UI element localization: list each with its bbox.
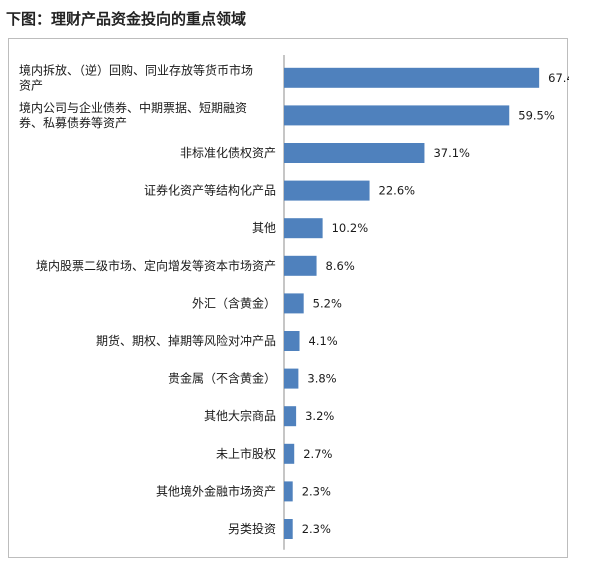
bar-2 xyxy=(284,105,510,126)
category-label-4: 证券化资产等结构化产品 xyxy=(144,183,276,198)
category-label-11-line-1: 未上市股权 xyxy=(216,446,276,461)
category-label-8: 期货、期权、掉期等风险对冲产品 xyxy=(96,333,276,348)
bar-11 xyxy=(284,443,295,464)
value-label-2: 59.5% xyxy=(518,108,555,122)
category-label-2-line-2: 券、私募债券等资产 xyxy=(19,115,127,130)
category-label-3: 非标准化债权资产 xyxy=(180,146,276,160)
category-label-6: 境内股票二级市场、定向增发等资本市场资产 xyxy=(36,258,276,273)
category-label-3-line-1: 非标准化债权资产 xyxy=(180,146,276,160)
bar-1 xyxy=(284,67,540,88)
value-label-9: 3.8% xyxy=(307,372,336,386)
category-label-5-line-1: 其他 xyxy=(252,221,276,235)
category-label-13: 另类投资 xyxy=(228,521,276,536)
category-label-9-line-1: 贵金属（不含黄金） xyxy=(168,371,276,386)
category-label-7: 外汇（含黄金） xyxy=(192,295,276,310)
category-label-7-line-1: 外汇（含黄金） xyxy=(192,295,276,310)
value-label-13: 2.3% xyxy=(302,522,331,536)
value-label-10: 3.2% xyxy=(305,409,334,423)
bar-5 xyxy=(284,218,323,239)
value-label-8: 4.1% xyxy=(309,334,338,348)
category-label-10-line-1: 其他大宗商品 xyxy=(204,408,276,423)
category-label-13-line-1: 另类投资 xyxy=(228,521,276,536)
category-label-11: 未上市股权 xyxy=(216,446,276,461)
category-label-6-line-1: 境内股票二级市场、定向增发等资本市场资产 xyxy=(36,258,276,273)
value-label-6: 8.6% xyxy=(326,259,355,273)
category-label-2-line-1: 境内公司与企业债券、中期票据、短期融资 xyxy=(19,100,247,115)
bar-8 xyxy=(284,331,300,351)
bar-3 xyxy=(284,143,425,163)
category-label-9: 贵金属（不含黄金） xyxy=(168,371,276,386)
category-label-1: 境内拆放、（逆）回购、同业存放等货币市场资产 xyxy=(19,62,253,92)
category-label-10: 其他大宗商品 xyxy=(204,408,276,423)
value-label-11: 2.7% xyxy=(303,447,332,461)
bar-12 xyxy=(284,481,293,502)
bar-9 xyxy=(284,368,299,389)
bar-7 xyxy=(284,293,304,314)
value-label-12: 2.3% xyxy=(302,484,331,498)
category-label-12-line-1: 其他境外金融市场资产 xyxy=(156,483,276,498)
category-label-2: 境内公司与企业债券、中期票据、短期融资券、私募债券等资产 xyxy=(19,100,247,130)
category-label-1-line-1: 境内拆放、（逆）回购、同业存放等货币市场 xyxy=(19,62,253,77)
bar-6 xyxy=(284,255,317,276)
chart-frame: 67.4% 境内拆放、（逆）回购、同业存放等货币市场资产 59.5% 境内公司与企业债… xyxy=(8,38,569,558)
bar-4 xyxy=(284,180,370,201)
value-label-3: 37.1% xyxy=(433,146,470,160)
category-label-1-line-2: 资产 xyxy=(19,78,43,92)
category-label-12: 其他境外金融市场资产 xyxy=(156,483,276,498)
category-label-5: 其他 xyxy=(252,221,276,235)
bar-10 xyxy=(284,406,297,427)
bar-13 xyxy=(284,519,293,539)
value-label-4: 22.6% xyxy=(379,184,416,198)
value-label-5: 10.2% xyxy=(332,221,369,235)
category-label-4-line-1: 证券化资产等结构化产品 xyxy=(144,183,276,198)
value-label-1: 67.4% xyxy=(548,71,569,85)
value-label-7: 5.2% xyxy=(313,296,342,310)
category-label-8-line-1: 期货、期权、掉期等风险对冲产品 xyxy=(96,333,276,348)
page-heading: 下图：理财产品资金投向的重点领域 xyxy=(6,10,247,28)
bar-chart: 67.4% 境内拆放、（逆）回购、同业存放等货币市场资产 59.5% 境内公司与企业债… xyxy=(19,55,569,550)
